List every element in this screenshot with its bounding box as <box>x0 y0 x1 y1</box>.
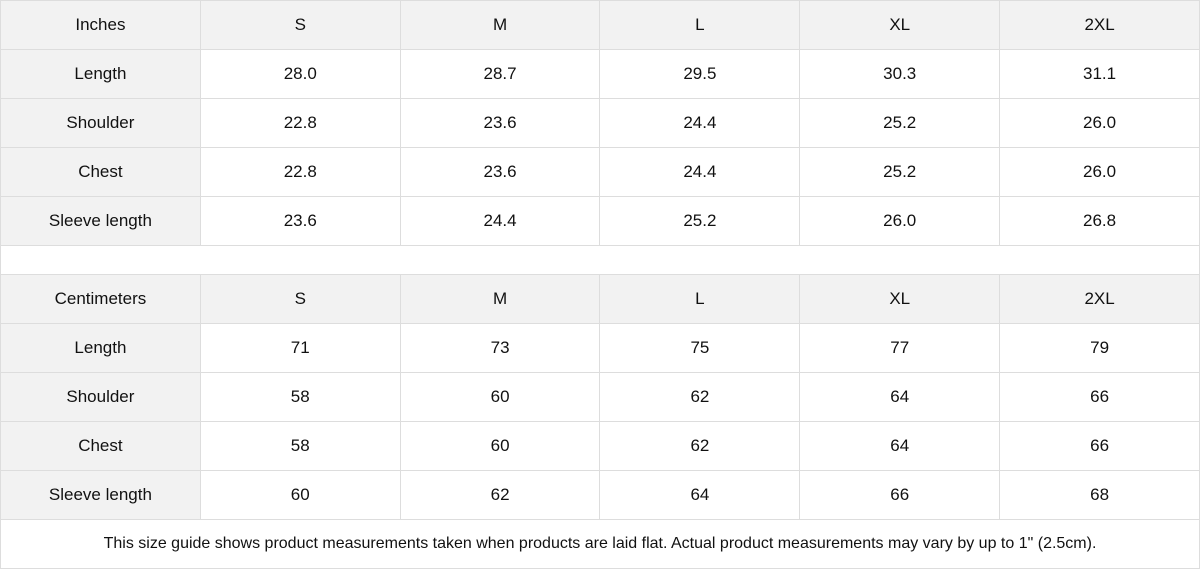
measurement-value: 62 <box>399 470 601 520</box>
header-row: Inches S M L XL 2XL <box>0 0 1200 50</box>
measurement-value: 25.2 <box>599 196 801 246</box>
size-header: L <box>599 0 801 50</box>
measurement-value: 58 <box>199 421 401 471</box>
table-row: Sleeve length 60 62 64 66 68 <box>0 470 1200 520</box>
measurement-value: 66 <box>799 470 1001 520</box>
measurement-value: 62 <box>599 421 801 471</box>
footnote: This size guide shows product measuremen… <box>0 519 1200 569</box>
measurement-value: 23.6 <box>399 147 601 197</box>
measurement-label: Chest <box>0 147 201 197</box>
measurement-label: Sleeve length <box>0 470 201 520</box>
size-header: S <box>199 274 401 324</box>
measurement-value: 23.6 <box>199 196 401 246</box>
measurement-value: 60 <box>399 372 601 422</box>
table-row: Length 71 73 75 77 79 <box>0 323 1200 373</box>
measurement-value: 73 <box>399 323 601 373</box>
footnote-row: This size guide shows product measuremen… <box>0 519 1200 569</box>
measurement-value: 66 <box>999 421 1200 471</box>
measurement-value: 28.7 <box>399 49 601 99</box>
measurement-value: 29.5 <box>599 49 801 99</box>
measurement-label: Sleeve length <box>0 196 201 246</box>
measurement-value: 60 <box>399 421 601 471</box>
measurement-value: 24.4 <box>599 98 801 148</box>
measurement-value: 58 <box>199 372 401 422</box>
measurement-label: Length <box>0 323 201 373</box>
spacer-cell <box>0 245 1200 275</box>
measurement-value: 75 <box>599 323 801 373</box>
unit-header: Inches <box>0 0 201 50</box>
measurement-value: 64 <box>799 372 1001 422</box>
table-row: Chest 22.8 23.6 24.4 25.2 26.0 <box>0 147 1200 197</box>
measurement-label: Shoulder <box>0 372 201 422</box>
measurement-value: 25.2 <box>799 98 1001 148</box>
measurement-label: Length <box>0 49 201 99</box>
measurement-value: 31.1 <box>999 49 1200 99</box>
measurement-value: 77 <box>799 323 1001 373</box>
measurement-value: 26.0 <box>999 147 1200 197</box>
measurement-value: 60 <box>199 470 401 520</box>
size-header: XL <box>799 0 1001 50</box>
measurement-value: 24.4 <box>599 147 801 197</box>
measurement-value: 62 <box>599 372 801 422</box>
measurement-value: 22.8 <box>199 147 401 197</box>
measurement-label: Chest <box>0 421 201 471</box>
measurement-value: 30.3 <box>799 49 1001 99</box>
table-spacer <box>0 245 1200 275</box>
table-row: Length 28.0 28.7 29.5 30.3 31.1 <box>0 49 1200 99</box>
measurement-value: 68 <box>999 470 1200 520</box>
unit-header: Centimeters <box>0 274 201 324</box>
measurement-value: 25.2 <box>799 147 1001 197</box>
size-header: M <box>399 274 601 324</box>
measurement-value: 28.0 <box>199 49 401 99</box>
measurement-value: 22.8 <box>199 98 401 148</box>
measurement-value: 26.8 <box>999 196 1200 246</box>
table-row: Shoulder 58 60 62 64 66 <box>0 372 1200 422</box>
size-header: M <box>399 0 601 50</box>
measurement-label: Shoulder <box>0 98 201 148</box>
measurement-value: 66 <box>999 372 1200 422</box>
size-header: XL <box>799 274 1001 324</box>
measurement-value: 24.4 <box>399 196 601 246</box>
header-row: Centimeters S M L XL 2XL <box>0 274 1200 324</box>
measurement-value: 23.6 <box>399 98 601 148</box>
measurement-value: 79 <box>999 323 1200 373</box>
size-header: 2XL <box>999 274 1200 324</box>
table-row: Sleeve length 23.6 24.4 25.2 26.0 26.8 <box>0 196 1200 246</box>
size-header: L <box>599 274 801 324</box>
measurement-value: 64 <box>599 470 801 520</box>
measurement-value: 26.0 <box>999 98 1200 148</box>
measurement-value: 71 <box>199 323 401 373</box>
size-header: 2XL <box>999 0 1200 50</box>
size-header: S <box>199 0 401 50</box>
table-row: Chest 58 60 62 64 66 <box>0 421 1200 471</box>
table-row: Shoulder 22.8 23.6 24.4 25.2 26.0 <box>0 98 1200 148</box>
measurement-value: 26.0 <box>799 196 1001 246</box>
measurement-value: 64 <box>799 421 1001 471</box>
